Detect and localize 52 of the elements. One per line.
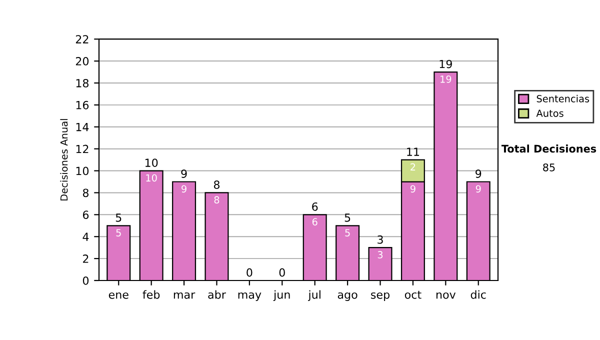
x-tick-label: jun	[273, 290, 290, 301]
data-label: 2	[410, 163, 416, 170]
total-label: 11	[407, 148, 420, 156]
total-label: 9	[476, 170, 482, 178]
data-label: 6	[312, 218, 318, 226]
y-tick-label: 10	[76, 166, 89, 176]
data-label: 3	[378, 251, 383, 258]
total-label: 0	[246, 268, 252, 277]
total-label: 0	[279, 268, 285, 277]
data-label: 5	[116, 229, 121, 236]
text: 85	[543, 163, 555, 172]
y-tick-label: 4	[82, 232, 89, 241]
data-label: 10	[146, 174, 157, 182]
total-label: 9	[181, 170, 187, 178]
x-tick-label: feb	[142, 290, 160, 299]
total-label: 5	[344, 214, 350, 222]
y-axis-title: Decisiones Anual	[60, 119, 68, 200]
data-label: 5	[345, 229, 350, 236]
total-label: 8	[214, 180, 220, 189]
y-tick-label: 22	[76, 35, 88, 44]
x-tick-label: abr	[208, 290, 226, 299]
legend-label: Sentencias	[536, 94, 590, 102]
x-tick-label: ene	[108, 292, 128, 299]
x-tick-label: jul	[308, 290, 320, 301]
total-label: 19	[440, 60, 452, 68]
legend-label: Autos	[536, 110, 564, 117]
y-tick-label: 18	[76, 78, 89, 88]
y-tick-label: 16	[76, 100, 89, 110]
data-label: 9	[410, 185, 416, 193]
x-tick-label: mar	[174, 292, 196, 299]
y-tick-label: 2	[83, 254, 88, 263]
y-tick-label: 6	[82, 210, 89, 220]
data-label: 19	[440, 75, 452, 83]
total-label: 5	[116, 214, 122, 222]
data-label: 8	[214, 196, 220, 204]
y-tick-label: 12	[76, 144, 88, 154]
total-label: 6	[312, 202, 318, 211]
total-label: 10	[145, 158, 158, 167]
y-tick-label: 8	[82, 188, 89, 198]
y-tick-label: 20	[76, 57, 89, 66]
x-tick-label: ago	[338, 292, 358, 301]
data-label: 9	[476, 185, 481, 193]
text: Total Decisiones	[501, 144, 596, 153]
x-tick-label: oct	[404, 290, 422, 299]
data-label: 9	[182, 185, 186, 193]
x-tick-label: dic	[470, 290, 486, 299]
y-tick-label: 14	[76, 123, 89, 132]
y-tick-label: 0	[82, 276, 89, 285]
x-tick-label: sep	[371, 292, 390, 301]
total-label: 3	[378, 235, 383, 244]
x-tick-label: may	[238, 292, 262, 301]
x-tick-label: nov	[436, 292, 456, 299]
